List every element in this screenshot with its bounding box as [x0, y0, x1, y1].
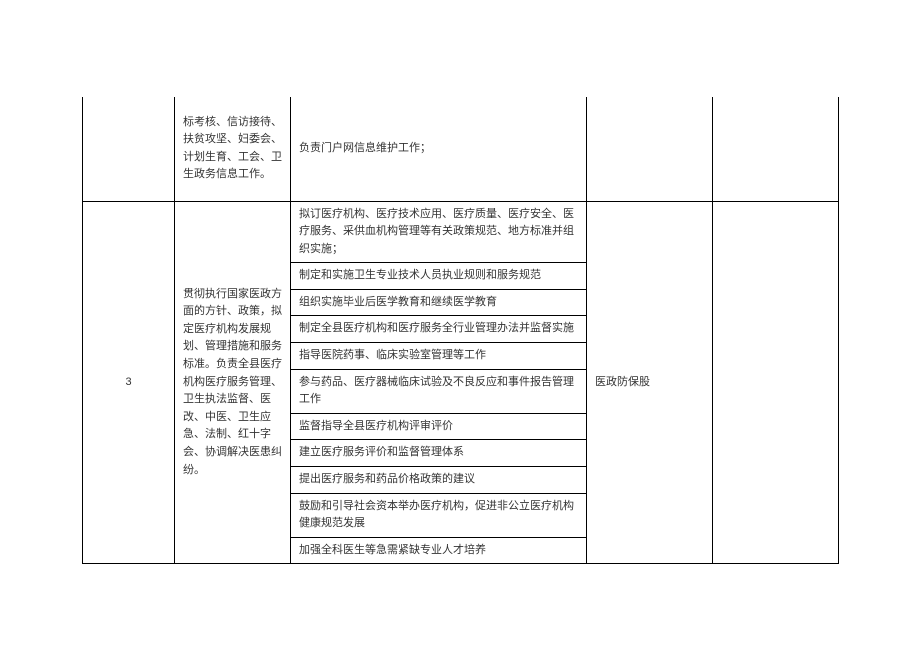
cell-last [713, 201, 839, 564]
cell-detail: 加强全科医生等急需紧缺专业人才培养 [291, 537, 587, 564]
table-row: 3 贯彻执行国家医政方面的方针、政策，拟定医疗机构发展规划、管理措施和服务标准。… [83, 201, 839, 263]
cell-detail: 建立医疗服务评价和监督管理体系 [291, 440, 587, 467]
table-row: 标考核、信访接待、扶贫攻坚、妇委会、计划生育、工会、卫生政务信息工作。 负责门户… [83, 97, 839, 201]
cell-detail: 组织实施毕业后医学教育和继续医学教育 [291, 289, 587, 316]
cell-detail: 制定和实施卫生专业技术人员执业规则和服务规范 [291, 263, 587, 290]
cell-detail: 提出医疗服务和药品价格政策的建议 [291, 467, 587, 494]
cell-detail: 鼓励和引导社会资本举办医疗机构，促进非公立医疗机构健康规范发展 [291, 493, 587, 537]
cell-detail: 负责门户网信息维护工作； [291, 97, 587, 201]
cell-department: 医政防保股 [587, 201, 713, 564]
cell-detail: 监督指导全县医疗机构评审评价 [291, 413, 587, 440]
cell-detail: 拟订医疗机构、医疗技术应用、医疗质量、医疗安全、医疗服务、采供血机构管理等有关政… [291, 201, 587, 263]
document-page: 标考核、信访接待、扶贫攻坚、妇委会、计划生育、工会、卫生政务信息工作。 负责门户… [0, 0, 920, 651]
cell-detail: 指导医院药事、临床实验室管理等工作 [291, 343, 587, 370]
cell-number [83, 97, 175, 201]
responsibility-table: 标考核、信访接待、扶贫攻坚、妇委会、计划生育、工会、卫生政务信息工作。 负责门户… [82, 97, 839, 564]
cell-last [713, 97, 839, 201]
cell-department [587, 97, 713, 201]
cell-number: 3 [83, 201, 175, 564]
cell-detail: 制定全县医疗机构和医疗服务全行业管理办法并监督实施 [291, 316, 587, 343]
cell-detail: 参与药品、医疗器械临床试验及不良反应和事件报告管理工作 [291, 369, 587, 413]
cell-summary: 贯彻执行国家医政方面的方针、政策，拟定医疗机构发展规划、管理措施和服务标准。负责… [175, 201, 291, 564]
cell-summary: 标考核、信访接待、扶贫攻坚、妇委会、计划生育、工会、卫生政务信息工作。 [175, 97, 291, 201]
